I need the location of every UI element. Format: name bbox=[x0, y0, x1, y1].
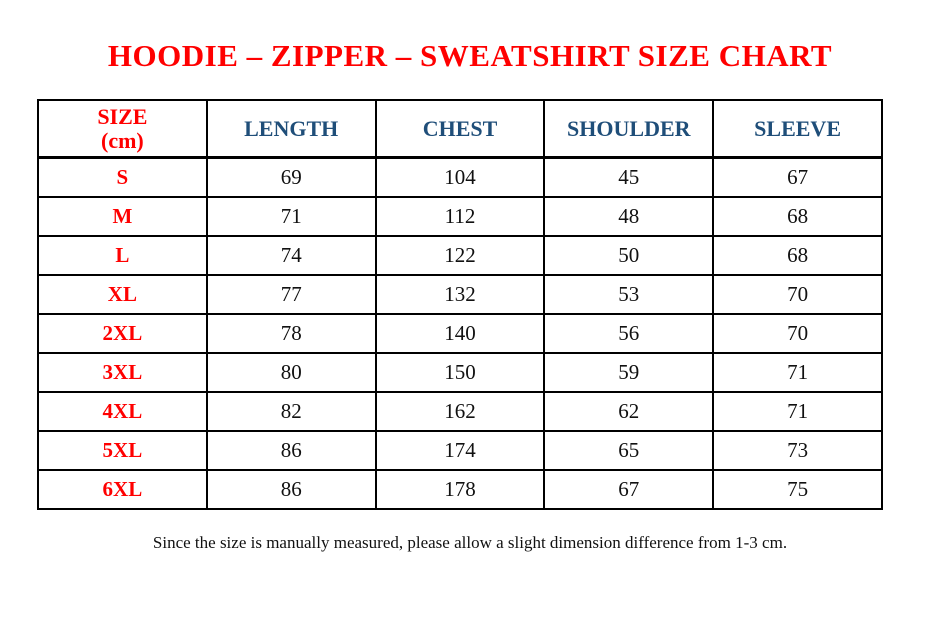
length-value: 74 bbox=[205, 235, 377, 276]
shoulder-value: 65 bbox=[543, 430, 715, 471]
column-header-chest: CHEST bbox=[374, 99, 546, 159]
sleeve-value: 70 bbox=[712, 274, 883, 315]
size-header-line2: (cm) bbox=[101, 127, 144, 153]
column-header-size: SIZE (cm) bbox=[37, 99, 208, 159]
length-value: 78 bbox=[205, 313, 377, 354]
chest-value: 112 bbox=[374, 196, 546, 237]
table-row: XL 77 132 53 70 bbox=[37, 274, 883, 315]
column-header-shoulder: SHOULDER bbox=[543, 99, 715, 159]
chest-value: 132 bbox=[374, 274, 546, 315]
table-row: 3XL 80 150 59 71 bbox=[37, 352, 883, 393]
size-label: 4XL bbox=[37, 391, 208, 432]
chest-value: 174 bbox=[374, 430, 546, 471]
shoulder-value: 67 bbox=[543, 469, 715, 510]
table-row: 2XL 78 140 56 70 bbox=[37, 313, 883, 354]
table-row: 5XL 86 174 65 73 bbox=[37, 430, 883, 471]
shoulder-value: 50 bbox=[543, 235, 715, 276]
table-row: S 69 104 45 67 bbox=[37, 156, 883, 198]
table-row: 4XL 82 162 62 71 bbox=[37, 391, 883, 432]
page: { "page": { "top_dot": ".", "title": "HO… bbox=[0, 38, 940, 623]
sleeve-value: 67 bbox=[712, 156, 883, 198]
length-value: 86 bbox=[205, 469, 377, 510]
size-header-line1: SIZE bbox=[97, 103, 148, 129]
length-value: 71 bbox=[205, 196, 377, 237]
length-value: 86 bbox=[205, 430, 377, 471]
size-label: 6XL bbox=[37, 469, 208, 510]
length-value: 80 bbox=[205, 352, 377, 393]
column-header-sleeve: SLEEVE bbox=[712, 99, 883, 159]
chest-value: 140 bbox=[374, 313, 546, 354]
column-header-length: LENGTH bbox=[205, 99, 377, 159]
sleeve-value: 70 bbox=[712, 313, 883, 354]
size-label: 5XL bbox=[37, 430, 208, 471]
chest-value: 104 bbox=[374, 156, 546, 198]
sleeve-value: 68 bbox=[712, 235, 883, 276]
size-chart-table: SIZE (cm) LENGTH CHEST SHOULDER SLEEVE S… bbox=[37, 99, 883, 510]
stray-period-dot: . bbox=[476, 40, 480, 55]
table-row: M 71 112 48 68 bbox=[37, 196, 883, 237]
table-row: L 74 122 50 68 bbox=[37, 235, 883, 276]
size-label: 3XL bbox=[37, 352, 208, 393]
chest-value: 162 bbox=[374, 391, 546, 432]
chest-value: 178 bbox=[374, 469, 546, 510]
table-row: 6XL 86 178 67 75 bbox=[37, 469, 883, 510]
size-label: 2XL bbox=[37, 313, 208, 354]
header-row: SIZE (cm) LENGTH CHEST SHOULDER SLEEVE bbox=[37, 99, 883, 159]
sleeve-value: 71 bbox=[712, 352, 883, 393]
shoulder-value: 53 bbox=[543, 274, 715, 315]
sleeve-value: 71 bbox=[712, 391, 883, 432]
sleeve-value: 68 bbox=[712, 196, 883, 237]
length-value: 69 bbox=[205, 156, 377, 198]
shoulder-value: 48 bbox=[543, 196, 715, 237]
size-label: S bbox=[37, 156, 208, 198]
length-value: 77 bbox=[205, 274, 377, 315]
length-value: 82 bbox=[205, 391, 377, 432]
shoulder-value: 45 bbox=[543, 156, 715, 198]
chest-value: 122 bbox=[374, 235, 546, 276]
size-label: M bbox=[37, 196, 208, 237]
size-label: L bbox=[37, 235, 208, 276]
size-label: XL bbox=[37, 274, 208, 315]
sleeve-value: 73 bbox=[712, 430, 883, 471]
shoulder-value: 59 bbox=[543, 352, 715, 393]
footnote: Since the size is manually measured, ple… bbox=[152, 533, 788, 552]
shoulder-value: 62 bbox=[543, 391, 715, 432]
chest-value: 150 bbox=[374, 352, 546, 393]
sleeve-value: 75 bbox=[712, 469, 883, 510]
page-title: HOODIE – ZIPPER – SWEATSHIRT SIZE CHART bbox=[107, 38, 833, 73]
shoulder-value: 56 bbox=[543, 313, 715, 354]
